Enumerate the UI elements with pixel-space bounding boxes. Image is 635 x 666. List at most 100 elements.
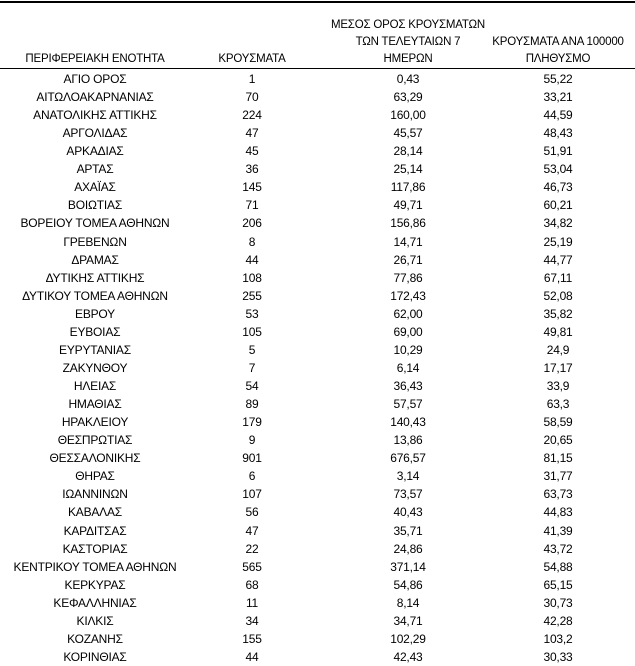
cell-avg-7-days: 117,86 xyxy=(390,180,426,195)
header-cases: ΚΡΟΥΣΜΑΤΑ xyxy=(218,53,286,65)
table-row: ΙΩΑΝΝΙΝΩΝ 107 73,57 63,73 xyxy=(0,485,635,503)
table-row: ΑΓΙΟ ΟΡΟΣ 1 0,43 55,22 xyxy=(0,70,635,88)
table-row: ΒΟΙΩΤΙΑΣ 71 49,71 60,21 xyxy=(0,196,635,214)
cell-region: ΖΑΚΥΝΘΟΥ xyxy=(62,360,128,375)
cell-cases: 56 xyxy=(245,505,259,520)
cell-avg-7-days: 62,00 xyxy=(393,306,423,321)
cell-cases: 45 xyxy=(245,144,259,159)
table-row: ΚΙΛΚΙΣ 34 34,71 42,28 xyxy=(0,612,635,630)
cell-avg-7-days: 69,00 xyxy=(393,324,423,339)
table-row: ΕΒΡΟΥ 53 62,00 35,82 xyxy=(0,305,635,323)
cell-cases: 6 xyxy=(248,469,256,484)
cell-avg-7-days: 24,86 xyxy=(393,541,423,556)
table-row: ΑΝΑΤΟΛΙΚΗΣ ΑΤΤΙΚΗΣ 224 160,00 44,59 xyxy=(0,106,635,124)
cell-avg-7-days: 14,71 xyxy=(393,234,423,249)
cell-cases: 565 xyxy=(242,559,262,574)
cell-region: ΚΑΣΤΟΡΙΑΣ xyxy=(62,541,128,556)
cell-avg-7-days: 172,43 xyxy=(390,288,426,303)
cell-region: ΕΥΡΥΤΑΝΙΑΣ xyxy=(59,342,131,357)
cell-cases: 89 xyxy=(245,397,259,412)
cell-per-100k: 51,91 xyxy=(543,144,573,159)
cell-region: ΙΩΑΝΝΙΝΩΝ xyxy=(62,487,128,502)
cell-per-100k: 55,22 xyxy=(543,72,573,86)
table-row: ΚΕΝΤΡΙΚΟΥ ΤΟΜΕΑ ΑΘΗΝΩΝ 565 371,14 54,88 xyxy=(0,558,635,576)
cell-avg-7-days: 26,71 xyxy=(393,252,423,267)
cell-region: ΘΗΡΑΣ xyxy=(75,469,115,484)
table-row: ΑΡΚΑΔΙΑΣ 45 28,14 51,91 xyxy=(0,142,635,160)
cell-avg-7-days: 6,14 xyxy=(396,360,420,375)
cell-region: ΑΓΙΟ ΟΡΟΣ xyxy=(63,72,127,86)
cell-per-100k: 25,19 xyxy=(543,234,573,249)
table-row: ΑΙΤΩΛΟΑΚΑΡΝΑΝΙΑΣ 70 63,29 33,21 xyxy=(0,88,635,106)
cell-cases: 105 xyxy=(242,324,262,339)
cell-cases: 107 xyxy=(242,487,262,502)
table-row: ΚΕΦΑΛΛΗΝΙΑΣ 11 8,14 30,73 xyxy=(0,594,635,612)
table-row: ΗΜΑΘΙΑΣ 89 57,57 63,3 xyxy=(0,395,635,413)
cell-avg-7-days: 102,29 xyxy=(390,631,426,646)
cell-region: ΚΕΦΑΛΛΗΝΙΑΣ xyxy=(53,595,137,610)
cell-avg-7-days: 371,14 xyxy=(390,559,426,574)
cell-cases: 22 xyxy=(245,541,259,556)
table-row: ΔΥΤΙΚΟΥ ΤΟΜΕΑ ΑΘΗΝΩΝ 255 172,43 52,08 xyxy=(0,287,635,305)
table-row: ΚΑΣΤΟΡΙΑΣ 22 24,86 43,72 xyxy=(0,540,635,558)
cell-region: ΚΟΖΑΝΗΣ xyxy=(67,631,123,646)
table-row: ΗΡΑΚΛΕΙΟΥ 179 140,43 58,59 xyxy=(0,413,635,431)
cell-per-100k: 34,82 xyxy=(543,216,573,231)
cell-cases: 5 xyxy=(248,342,256,357)
cell-avg-7-days: 45,57 xyxy=(393,126,423,141)
header-divider xyxy=(0,68,635,69)
cell-avg-7-days: 13,86 xyxy=(393,433,423,448)
table-row: ΒΟΡΕΙΟΥ ΤΟΜΕΑ ΑΘΗΝΩΝ 206 156,86 34,82 xyxy=(0,214,635,232)
cell-cases: 47 xyxy=(245,126,259,141)
cell-avg-7-days: 49,71 xyxy=(393,198,423,213)
cell-avg-7-days: 160,00 xyxy=(390,108,426,123)
table-row: ΔΡΑΜΑΣ 44 26,71 44,77 xyxy=(0,251,635,269)
cell-avg-7-days: 42,43 xyxy=(393,649,423,664)
cell-per-100k: 44,77 xyxy=(543,252,573,267)
cell-avg-7-days: 28,14 xyxy=(393,144,423,159)
cell-region: ΚΑΡΔΙΤΣΑΣ xyxy=(63,523,127,538)
cell-cases: 1 xyxy=(248,72,256,86)
table-row: ΚΟΡΙΝΘΙΑΣ 44 42,43 30,33 xyxy=(0,648,635,666)
cell-cases: 68 xyxy=(245,577,259,592)
cell-cases: 9 xyxy=(248,433,256,448)
cell-cases: 44 xyxy=(245,649,259,664)
cell-cases: 54 xyxy=(245,379,259,394)
cell-per-100k: 33,21 xyxy=(543,90,573,105)
header-per100k-line1: ΚΡΟΥΣΜΑΤΑ ΑΝΑ 100000 xyxy=(492,36,624,48)
table-row: ΑΧΑΪΑΣ 145 117,86 46,73 xyxy=(0,178,635,196)
cell-cases: 901 xyxy=(242,451,262,466)
cell-per-100k: 41,39 xyxy=(543,523,573,538)
cell-region: ΗΜΑΘΙΑΣ xyxy=(68,397,122,412)
cell-cases: 47 xyxy=(245,523,259,538)
cell-cases: 224 xyxy=(242,108,262,123)
table-row: ΗΛΕΙΑΣ 54 36,43 33,9 xyxy=(0,377,635,395)
cell-region: ΗΡΑΚΛΕΙΟΥ xyxy=(61,415,129,430)
cell-avg-7-days: 40,43 xyxy=(393,505,423,520)
cell-per-100k: 65,15 xyxy=(543,577,573,592)
cell-region: ΘΕΣΣΑΛΟΝΙΚΗΣ xyxy=(49,451,141,466)
table-top-border xyxy=(0,1,635,3)
cell-region: ΕΒΡΟΥ xyxy=(75,306,115,321)
table-row: ΚΑΡΔΙΤΣΑΣ 47 35,71 41,39 xyxy=(0,522,635,540)
cell-cases: 206 xyxy=(242,216,262,231)
table-row: ΑΡΓΟΛΙΔΑΣ 47 45,57 48,43 xyxy=(0,124,635,142)
cell-per-100k: 43,72 xyxy=(543,541,573,556)
header-avg-line2: ΤΩΝ ΤΕΛΕΥΤΑΙΩΝ 7 xyxy=(355,36,461,48)
cell-avg-7-days: 676,57 xyxy=(390,451,426,466)
cell-per-100k: 30,73 xyxy=(543,595,573,610)
cell-per-100k: 44,59 xyxy=(543,108,573,123)
table-row: ΕΥΒΟΙΑΣ 105 69,00 49,81 xyxy=(0,323,635,341)
table-row: ΚΕΡΚΥΡΑΣ 68 54,86 65,15 xyxy=(0,576,635,594)
table-row: ΕΥΡΥΤΑΝΙΑΣ 5 10,29 24,9 xyxy=(0,341,635,359)
cell-per-100k: 44,83 xyxy=(543,505,573,520)
cell-per-100k: 46,73 xyxy=(543,180,573,195)
cell-per-100k: 33,9 xyxy=(546,379,570,394)
cell-cases: 108 xyxy=(242,270,262,285)
cell-cases: 8 xyxy=(248,234,256,249)
cell-per-100k: 17,17 xyxy=(543,360,573,375)
cell-region: ΔΥΤΙΚΟΥ ΤΟΜΕΑ ΑΘΗΝΩΝ xyxy=(22,288,168,303)
cell-cases: 70 xyxy=(245,90,259,105)
table-row: ΘΕΣΣΑΛΟΝΙΚΗΣ 901 676,57 81,15 xyxy=(0,449,635,467)
cell-cases: 11 xyxy=(245,595,259,610)
